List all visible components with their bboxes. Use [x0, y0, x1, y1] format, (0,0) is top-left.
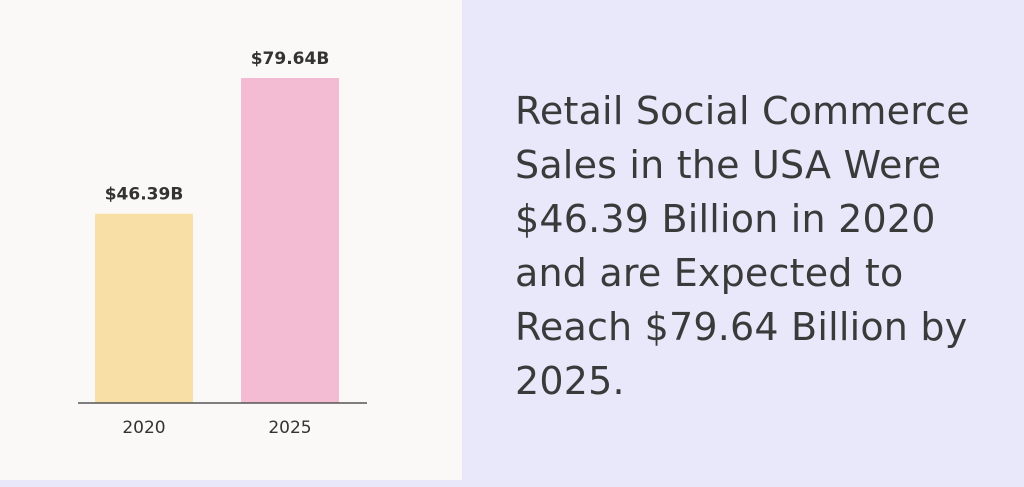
value-label-2025: $79.64B: [251, 49, 330, 69]
tick-label-2025: 2025: [268, 418, 311, 438]
headline: Retail Social Commerce Sales in the USA …: [515, 89, 970, 403]
chart-panel: $46.39B 2020 $79.64B 2025: [0, 0, 462, 480]
tick-label-2020: 2020: [122, 418, 165, 438]
bar-2025: [241, 78, 339, 403]
value-label-2020: $46.39B: [105, 185, 184, 205]
bar-chart: $46.39B 2020 $79.64B 2025: [78, 49, 367, 438]
bar-2020: [95, 213, 193, 403]
